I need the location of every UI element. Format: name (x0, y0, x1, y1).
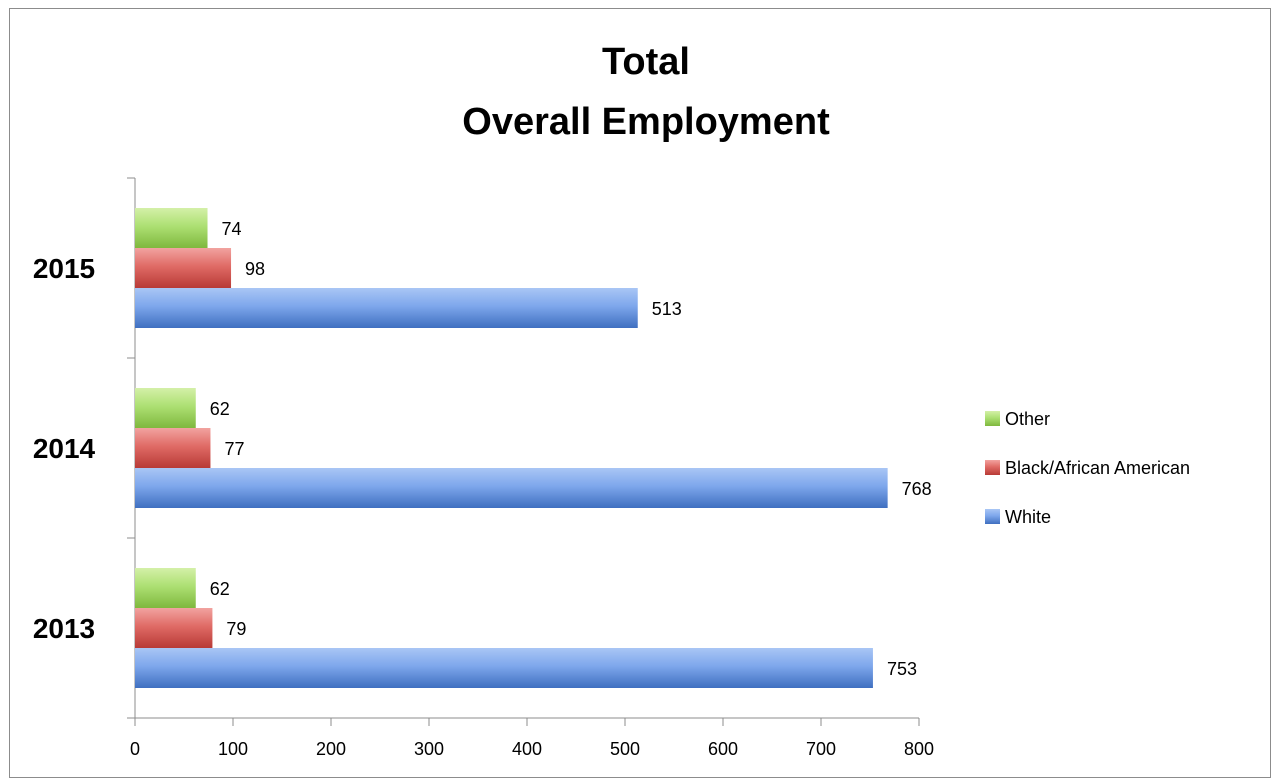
data-label: 79 (226, 619, 246, 639)
data-label: 753 (887, 659, 917, 679)
legend-swatch (985, 509, 1000, 524)
data-label: 62 (210, 579, 230, 599)
data-label: 77 (224, 439, 244, 459)
legend-swatch (985, 460, 1000, 475)
data-label: 513 (652, 299, 682, 319)
chart-title-line: Overall Employment (462, 101, 830, 143)
x-tick-label: 400 (512, 739, 542, 759)
data-label: 98 (245, 259, 265, 279)
legend-label: Black/African American (1005, 458, 1190, 478)
bar (135, 608, 212, 648)
x-tick-label: 300 (414, 739, 444, 759)
category-label: 2015 (33, 253, 95, 284)
legend-label: White (1005, 507, 1051, 527)
category-label: 2013 (33, 613, 95, 644)
legend-label: Other (1005, 409, 1050, 429)
bar (135, 288, 638, 328)
bar (135, 568, 196, 608)
chart-title-line: Total (602, 41, 690, 83)
data-label: 74 (222, 219, 242, 239)
x-tick-label: 500 (610, 739, 640, 759)
legend-swatch (985, 411, 1000, 426)
legend: Other Black/African American White (985, 409, 1190, 527)
bar (135, 208, 208, 248)
x-tick-label: 800 (904, 739, 934, 759)
bar (135, 428, 210, 468)
bar (135, 648, 873, 688)
x-tick-label: 100 (218, 739, 248, 759)
data-label: 62 (210, 399, 230, 419)
chart-title: Total Overall Employment (462, 41, 830, 143)
x-tick-label: 200 (316, 739, 346, 759)
bar (135, 388, 196, 428)
x-tick-label: 0 (130, 739, 140, 759)
data-label: 768 (902, 479, 932, 499)
category-label: 2014 (33, 433, 96, 464)
bar (135, 468, 888, 508)
x-tick-label: 700 (806, 739, 836, 759)
bar (135, 248, 231, 288)
x-tick-label: 600 (708, 739, 738, 759)
